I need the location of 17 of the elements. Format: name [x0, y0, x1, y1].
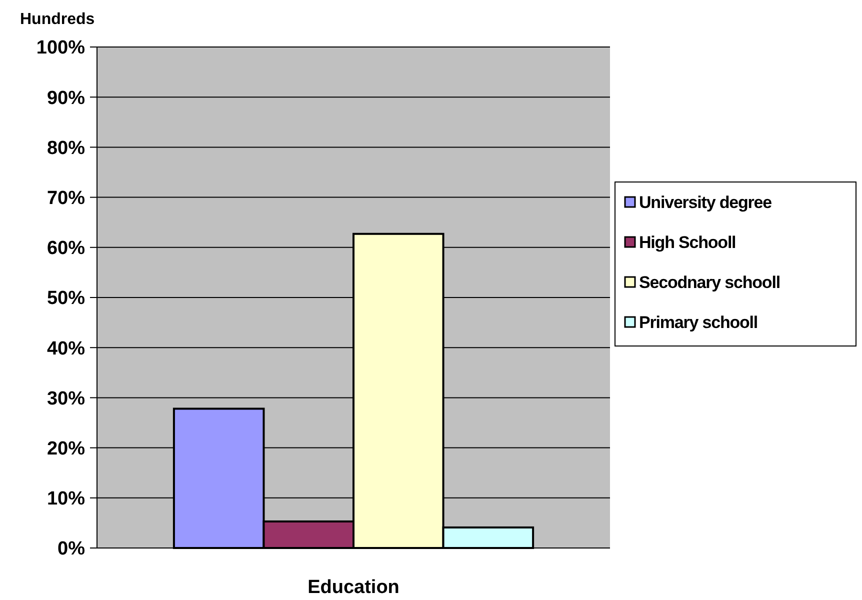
legend-label: High Schooll — [639, 232, 736, 252]
legend-label: Secodnary schooll — [639, 272, 780, 292]
y-tick-label: 0% — [58, 538, 86, 560]
y-axis-title: Hundreds — [20, 11, 95, 28]
y-tick-label: 10% — [46, 488, 86, 510]
y-tick-label: 30% — [46, 388, 86, 410]
y-tick-label: 100% — [36, 38, 86, 59]
legend-label: Primary schooll — [639, 312, 758, 332]
legend-label: University degree — [639, 192, 772, 212]
y-tick-label: 50% — [46, 288, 86, 310]
y-tick-label: 80% — [46, 138, 86, 159]
y-tick-label: 40% — [46, 338, 86, 360]
x-tick-label: Education — [308, 577, 400, 598]
y-tick-label: 70% — [46, 188, 86, 209]
y-tick-label: 90% — [46, 88, 86, 109]
y-tick-label: 60% — [46, 238, 86, 260]
y-tick-label: 20% — [46, 438, 86, 460]
